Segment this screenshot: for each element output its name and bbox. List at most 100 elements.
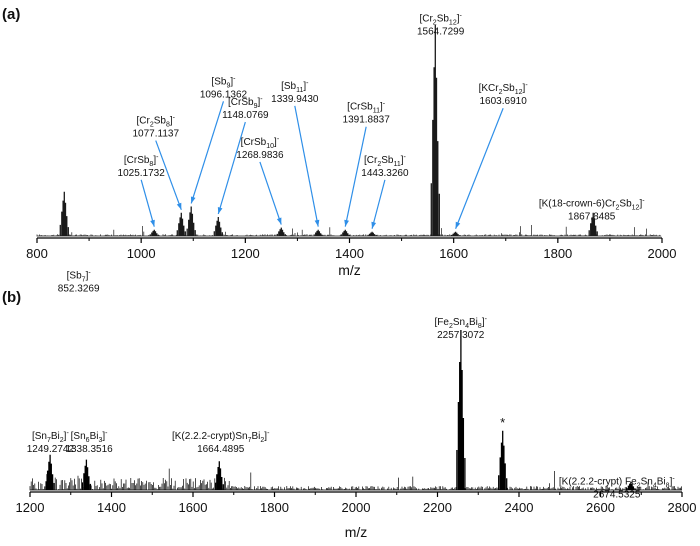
label-sub_after: Sb	[503, 83, 516, 94]
x-tick-label: 2800	[668, 500, 697, 515]
label-sub_after: Sb	[381, 155, 394, 166]
peak-4	[213, 217, 223, 236]
label-sub_after: Sn	[641, 477, 653, 488]
label-sub: 7	[248, 437, 252, 444]
x-tick-label: 2400	[505, 500, 534, 515]
x-tick-label: 1600	[439, 246, 468, 261]
peak-label-mass: 2674.5325	[593, 490, 641, 501]
peak-arrow-line	[455, 108, 504, 230]
label-sub_after: Sb	[154, 116, 167, 127]
peak-arrow-head	[176, 202, 182, 210]
label-charge: -	[277, 136, 280, 143]
x-tick-label: 1800	[260, 500, 289, 515]
label-species: [Sb	[67, 270, 82, 281]
x-axis-label: m/z	[345, 524, 368, 540]
peak-5	[276, 227, 286, 236]
peak-label-mass: 852.3269	[58, 283, 100, 294]
peak-0	[45, 454, 55, 490]
label-sub: 8	[149, 161, 153, 168]
peak-label-mass: 1268.9836	[236, 150, 284, 161]
label-sub: 9	[254, 103, 258, 110]
label-sub2: 12	[515, 89, 523, 96]
peak-arrow-line	[371, 179, 386, 229]
label-sub: 2	[150, 122, 154, 129]
label-species: [Cr	[136, 116, 150, 127]
label-sub: 2	[499, 89, 503, 96]
label-bracket: ]	[64, 431, 67, 442]
peak-1	[81, 459, 92, 490]
label-charge: -	[525, 82, 528, 89]
label-species: [Sb	[211, 76, 226, 87]
panel-b: (b)[Sn7Bi2]-1249.2742[Sn6Bi3]-1338.3516[…	[2, 289, 696, 540]
peak-3	[456, 330, 466, 490]
peak-arrow-line	[217, 121, 246, 215]
label-sub_after: Bi	[51, 431, 60, 442]
label-sub2: 4	[465, 323, 469, 330]
label-species: [K(2.2.2-crypt)Sn	[172, 431, 248, 442]
peak-label-mass: 1077.1137	[132, 129, 179, 140]
label-species: [K(18-crown-6)Cr	[539, 199, 616, 210]
peak-arrow-head	[455, 221, 461, 229]
x-tick-label: 1800	[543, 246, 572, 261]
label-species: [Sb	[281, 81, 296, 92]
label-charge: -	[460, 13, 463, 20]
label-species: [CrSb	[228, 97, 254, 108]
label-charge: -	[156, 154, 159, 161]
peak-label-mass: 1664.4895	[197, 444, 245, 455]
x-tick-label: 800	[26, 246, 48, 261]
peak-7	[340, 229, 350, 236]
baseline-noise-trace	[36, 225, 662, 237]
peak-label-mass: 1443.3260	[361, 168, 409, 179]
label-bracket: ]	[258, 97, 261, 108]
peak-label-species: [K(2.2.2-crypt)Sn7Bi2]-	[172, 430, 270, 444]
label-charge: -	[173, 115, 176, 122]
label-bracket: ]	[401, 155, 404, 166]
label-bracket: ]	[170, 116, 173, 127]
peak-arrow-head	[190, 196, 196, 204]
peak-8	[367, 231, 377, 236]
label-sub2: 2	[260, 437, 264, 444]
label-bracket: ]	[303, 81, 306, 92]
label-species: [K(2.2.2-crypt) Fe	[559, 477, 637, 488]
label-sub2: 2	[60, 437, 64, 444]
panel-label: (a)	[2, 6, 20, 23]
label-charge: -	[233, 75, 236, 82]
label-species: [Cr	[419, 14, 433, 25]
label-bracket: ]	[153, 155, 156, 166]
label-species: [CrSb	[347, 102, 373, 113]
peak-3	[186, 206, 196, 236]
label-sub: 11	[296, 87, 303, 94]
x-tick-label: 1200	[16, 500, 45, 515]
peak-arrow-line	[294, 105, 319, 227]
peak-label-mass: 1867.8485	[568, 212, 616, 223]
label-charge: -	[105, 430, 108, 437]
peak-label-species: [CrSb9]-	[228, 96, 263, 110]
peak-arrow-line	[344, 126, 367, 227]
label-charge: -	[642, 198, 645, 205]
peak-label-species: [Sn6Bi3]-	[71, 430, 109, 444]
label-charge: -	[260, 96, 263, 103]
label-sub_after: Bi	[90, 431, 99, 442]
peak-arrow-head	[371, 221, 377, 229]
peak-label-species: [CrSb8]-	[124, 154, 159, 168]
peak-1	[149, 229, 159, 236]
peak-0	[59, 191, 69, 236]
label-bracket: ]	[86, 270, 89, 281]
label-bracket: ]	[230, 76, 233, 87]
x-tick-label: 2000	[648, 246, 677, 261]
peak-label-mass: 1148.0769	[222, 110, 269, 121]
peak-label-species: [Cr2Sb11]-	[364, 154, 407, 168]
label-sub3: 8	[666, 483, 670, 490]
peak-arrow-line	[155, 140, 182, 210]
label-bracket: ]	[457, 14, 460, 25]
label-charge: -	[66, 430, 69, 437]
peak-label-species: [Cr2Sb12]-	[419, 13, 462, 27]
peak-arrow-head	[217, 207, 223, 215]
label-sub: 7	[47, 437, 51, 444]
x-tick-label: 2600	[586, 500, 615, 515]
peak-label-species: [Sb11]-	[281, 80, 309, 94]
label-species: [Fe	[435, 317, 450, 328]
peak-arrow-line	[259, 161, 282, 225]
peak-label-species: [Fe2Sn4Bi8]-	[435, 316, 488, 330]
x-tick-label: 1400	[97, 500, 126, 515]
